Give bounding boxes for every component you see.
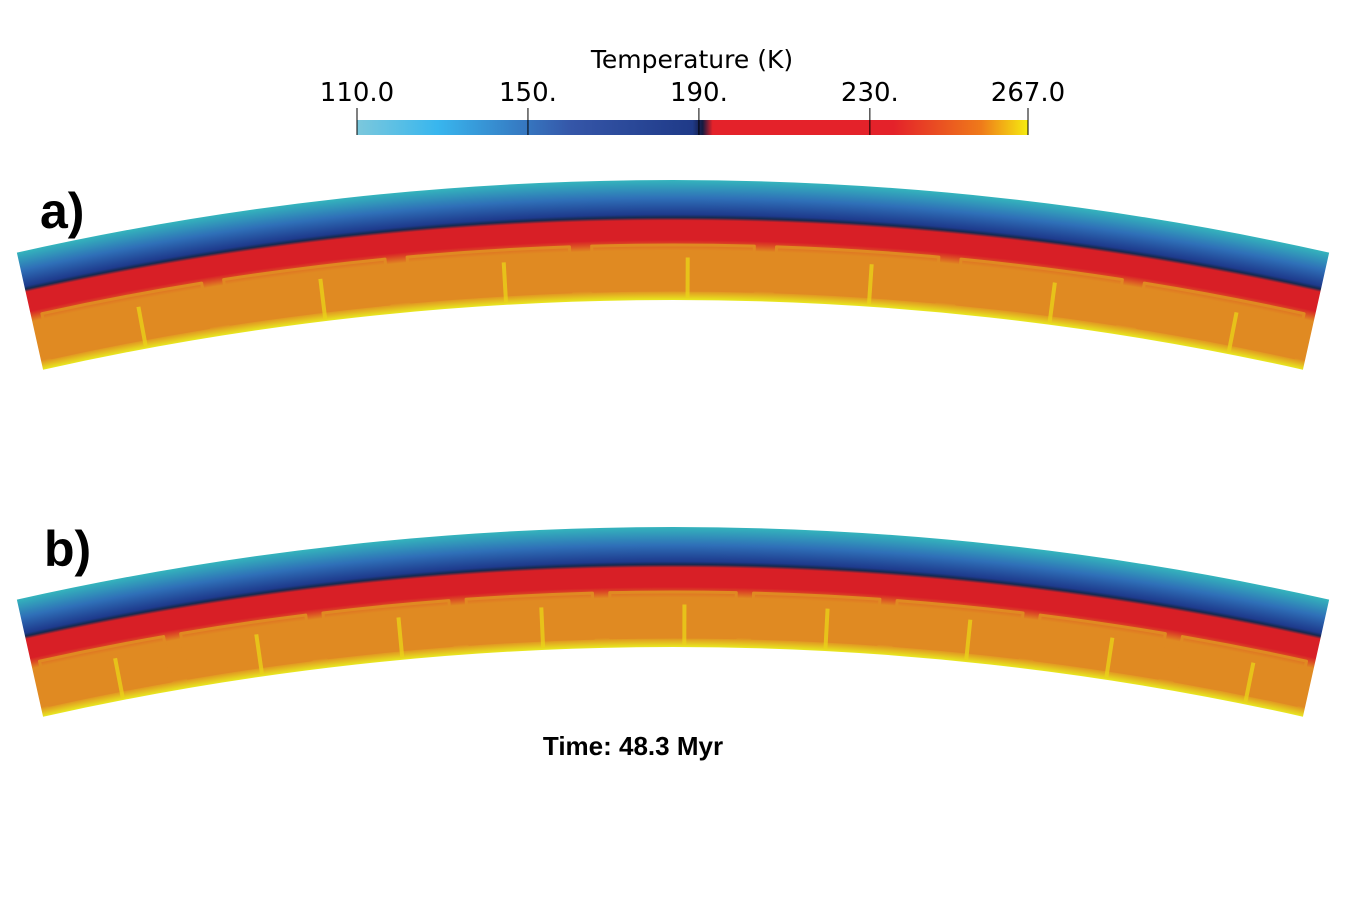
panel-label-a: a) [40,183,84,239]
colorbar-gradient [357,120,1028,135]
convection-cell [773,245,941,304]
convection-cell [892,599,1025,660]
plume [539,607,546,649]
convection-cell [37,635,173,707]
convection-cell [321,599,454,660]
plume [113,657,125,699]
plume [1104,637,1115,679]
plume [866,264,874,305]
convection-cell [1135,281,1306,360]
plume [136,306,148,347]
colorbar-tick-label: 150. [499,78,557,108]
time-label: Time: 48.3 Myr [543,731,723,761]
colorbar-tick-label: 190. [670,78,728,108]
convection-cells-a [40,243,1306,360]
convection-cell [750,591,882,646]
convection-cell [222,257,391,326]
convection-cell [955,257,1124,326]
colorbar-tick-label: 110.0 [320,78,394,108]
colorbar-ticks: 110.0 150. 190. 230. 267.0 [320,78,1065,135]
plume [1243,662,1256,703]
convection-cells-b [37,590,1309,707]
colorbar: Temperature (K) 110.0 150. 190. 230. 267.0 [320,45,1065,135]
panel-a: a) [16,180,1330,370]
plume [501,262,509,303]
convection-cell [179,613,313,680]
convection-cell [590,243,756,293]
convection-cell [1173,635,1309,707]
plume [964,619,973,661]
convection-cell [608,590,738,640]
convection-cell [40,281,211,360]
colorbar-tick-label: 267.0 [991,78,1065,108]
convection-cell [464,591,596,646]
convection-cell [1033,613,1167,680]
plume [254,634,265,675]
panel-b: b) [16,521,1330,717]
plume [396,617,405,658]
panel-label-b: b) [44,521,91,577]
colorbar-tick-label: 230. [841,78,899,108]
plume [318,278,328,320]
plume [1226,311,1239,353]
convection-cell [405,245,573,304]
colorbar-title: Temperature (K) [590,45,793,74]
plume [823,608,830,650]
plume [1047,282,1057,323]
